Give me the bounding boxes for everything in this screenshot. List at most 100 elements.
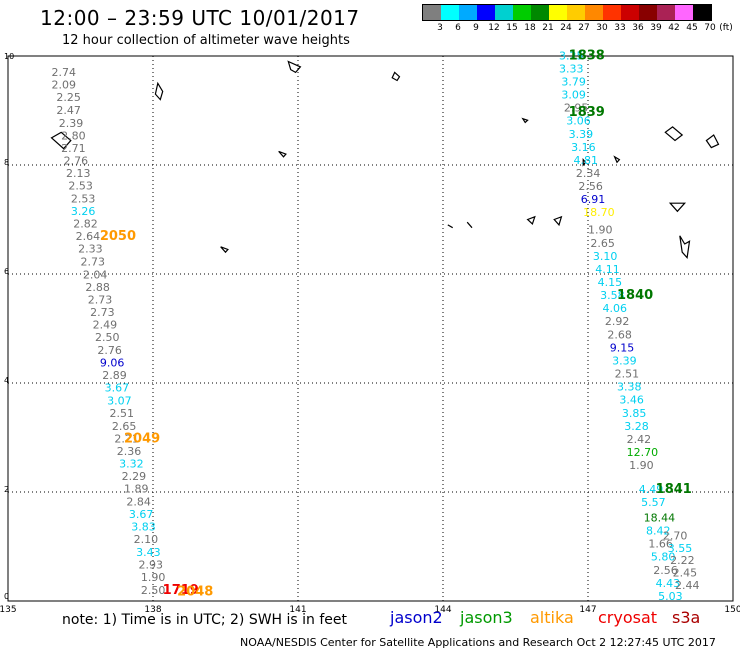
island-outline [582,158,587,167]
wave-height-value: 1.66 [648,538,673,551]
wave-height-value: 2.04 [83,268,108,281]
island-outline [613,155,621,164]
legend-label: 9 [473,23,479,33]
legend-swatch [441,5,459,20]
legend-swatch [513,5,531,20]
island-outline [553,215,563,227]
pass-time-label: 1841 [656,482,692,497]
wave-height-value: 2.92 [605,315,630,328]
wave-height-value: 3.06 [566,115,591,128]
island-outline [50,131,72,150]
wave-height-value: 6.91 [581,193,606,206]
legend-swatch [549,5,567,20]
y-tick-label: 10 [4,52,14,61]
wave-height-value: 9.06 [100,357,125,370]
wave-height-value: 2.22 [670,554,695,567]
legend-label: 45 [686,23,698,33]
island-outline [705,134,720,149]
legend-swatch [477,5,495,20]
x-tick-label: 138 [144,605,161,615]
pass-time-label: 1840 [617,288,653,303]
wave-height-value: 2.50 [141,584,166,597]
wave-height-value: 3.09 [561,89,586,102]
wave-height-value: 2.65 [590,237,615,250]
wave-height-value: 2.33 [78,243,103,256]
wave-height-value: 3.55 [668,542,693,555]
wave-height-value: 4.49 [639,483,664,496]
wave-height-value: 4.81 [574,154,599,167]
wave-height-value: 2.53 [68,180,93,193]
island-outline [287,60,302,74]
legend-swatch [585,5,603,20]
island-outline [391,71,401,82]
island-outline [220,246,229,254]
y-tick-label: 0 [4,592,9,601]
legend-label: 30 [596,23,608,33]
legend-label: 24 [560,23,572,33]
wave-height-value: 9.15 [610,341,635,354]
wave-height-value: 2.65 [112,420,136,433]
page-title: 12:00 – 23:59 UTC 10/01/2017 [40,6,360,30]
legend-swatch [657,5,675,20]
legend-label-row: 3 6 9 12 15 18 21 24 27 30 33 36 39 42 45 70 (ft) [422,21,733,35]
wave-height-value: 2.49 [93,319,118,332]
legend-swatch [567,5,585,20]
island-outline [154,81,164,101]
wave-height-value: 2.53 [71,193,96,206]
wave-height-value: 3.38 [617,381,642,394]
wave-height-value: 2.73 [81,255,106,268]
legend-label: 3 [437,23,443,33]
pass-time-label: 2050 [100,229,136,244]
wave-height-value: 5.03 [658,590,683,603]
wave-height-value: 2.09 [52,79,77,92]
wave-height-value: 5.57 [641,496,666,509]
x-tick-label: 150 [724,605,740,615]
wave-height-value: 4.15 [598,276,623,289]
satellite-label-jason3: jason3 [460,608,513,627]
legend-label: 15 [506,23,518,33]
island-outline [278,150,287,158]
x-tick-label: 147 [579,605,596,615]
wave-height-value: 3.07 [107,394,132,407]
wave-height-value: 8.42 [646,525,671,538]
pass-time-label: 1719 [163,583,199,598]
wave-height-value: 2.10 [134,533,159,546]
wave-height-value: 3.33 [559,62,584,75]
legend-label: 12 [488,23,500,33]
wave-height-value: 2.56 [653,564,678,577]
legend-swatch-row [422,4,712,21]
wave-height-value: 2.88 [85,281,110,294]
wave-height-value: 2.42 [627,433,652,446]
legend-swatch [531,5,549,20]
wave-height-value: 3.39 [612,354,637,367]
wave-height-value: 2.80 [61,129,86,142]
wave-height-value: 12.70 [627,446,659,459]
wave-height-value: 2.51 [110,407,135,420]
wave-height-value: 2.64 [76,230,101,243]
pass-time-label: 2049 [124,431,160,446]
legend-label: 6 [455,23,461,33]
legend-swatch [423,5,441,20]
wave-height-value: 2.25 [56,91,80,104]
wave-height-value: 2.51 [615,368,640,381]
legend-label: 18 [524,23,536,33]
wave-height-value: 3.85 [622,407,647,420]
legend-swatch [639,5,657,20]
wave-height-value: 2.71 [61,142,86,155]
x-tick-label: 135 [0,605,17,615]
y-tick-label: 4 [4,376,9,385]
wave-height-value: 3.58 [600,289,625,302]
legend-label: 27 [578,23,590,33]
island-outline [664,126,684,142]
wave-height-value: 2.50 [95,331,120,344]
wave-height-value: 3.39 [569,128,594,141]
island-outline [668,202,687,213]
wave-height-value: 1.90 [629,459,654,472]
legend-label: 33 [614,23,626,33]
wave-height-value: 3.10 [593,250,618,263]
island-outline [521,117,529,124]
page-subtitle: 12 hour collection of altimeter wave hei… [62,33,350,48]
island-outline [466,221,473,229]
wave-height-value: 1.90 [588,224,613,237]
